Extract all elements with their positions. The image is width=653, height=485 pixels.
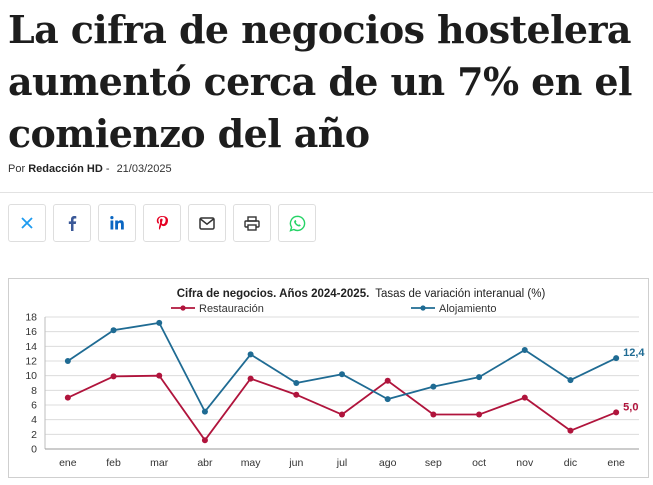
data-point <box>64 358 71 364</box>
y-tick-label: 18 <box>25 312 37 324</box>
chart-title: Cifra de negocios. Años 2024-2025. Tasas … <box>177 288 546 300</box>
printer-icon <box>244 215 260 231</box>
x-tick-label: oct <box>472 457 486 469</box>
share-bar <box>8 204 316 242</box>
y-tick-label: 4 <box>31 414 37 426</box>
x-tick-label: ago <box>379 457 397 469</box>
byline-separator: - <box>105 163 110 175</box>
chart-container: Cifra de negocios. Años 2024-2025. Tasas … <box>8 278 649 478</box>
data-point <box>613 409 620 416</box>
data-point <box>521 347 528 353</box>
envelope-icon <box>199 216 215 230</box>
data-point <box>247 375 254 382</box>
article-headline: La cifra de negocios hostelera aumentó c… <box>8 7 632 156</box>
legend-label-2: Alojamiento <box>439 303 496 315</box>
author-link[interactable]: Redacción HD <box>28 163 103 175</box>
data-point <box>64 394 71 401</box>
pinterest-icon <box>156 216 168 230</box>
data-point <box>384 396 391 403</box>
share-whatsapp-button[interactable] <box>278 204 316 242</box>
share-linkedin-button[interactable] <box>98 204 136 242</box>
header-divider <box>0 192 653 193</box>
data-label-1: 5,0 <box>623 401 638 413</box>
x-tick-label: mar <box>150 457 169 469</box>
x-tick-label: jul <box>336 457 348 469</box>
x-tick-label: ene <box>607 457 625 469</box>
data-point <box>247 351 254 358</box>
linkedin-icon <box>110 216 124 230</box>
share-x-button[interactable] <box>8 204 46 242</box>
share-facebook-button[interactable] <box>53 204 91 242</box>
x-tick-label: dic <box>564 457 577 469</box>
data-point <box>567 427 574 434</box>
series-line-1 <box>67 374 617 442</box>
data-point <box>476 374 483 381</box>
data-point <box>430 411 437 418</box>
y-tick-label: 14 <box>25 341 37 353</box>
series-line-2 <box>67 321 617 413</box>
byline: Por Redacción HD - 21/03/2025 <box>8 163 172 175</box>
data-point <box>110 327 117 334</box>
x-tick-label: may <box>241 457 262 469</box>
x-tick-label: abr <box>197 457 213 469</box>
data-point <box>339 371 345 378</box>
share-email-button[interactable] <box>188 204 226 242</box>
facebook-icon <box>68 216 77 231</box>
y-tick-label: 8 <box>31 385 37 397</box>
data-point <box>110 373 117 380</box>
y-tick-label: 2 <box>31 429 37 441</box>
data-label-2: 12,4 <box>623 347 645 359</box>
x-icon <box>21 217 33 229</box>
x-tick-label: nov <box>516 457 534 469</box>
data-point <box>293 391 300 398</box>
chart-title-bold: Cifra de negocios. Años 2024-2025. <box>177 288 370 300</box>
data-point <box>384 377 391 384</box>
y-tick-label: 6 <box>31 400 37 412</box>
data-point <box>476 411 483 418</box>
legend-label-1: Restauración <box>199 303 264 315</box>
x-tick-label: ene <box>59 457 77 469</box>
data-point <box>201 437 208 444</box>
legend-marker-2 <box>420 305 426 311</box>
data-point <box>613 355 620 362</box>
share-print-button[interactable] <box>233 204 271 242</box>
share-pinterest-button[interactable] <box>143 204 181 242</box>
byline-prefix: Por <box>8 163 26 175</box>
x-tick-label: sep <box>425 457 442 469</box>
y-tick-label: 16 <box>25 326 37 338</box>
whatsapp-icon <box>288 215 305 232</box>
line-chart: Cifra de negocios. Años 2024-2025. Tasas … <box>25 288 645 469</box>
y-tick-label: 0 <box>31 444 37 456</box>
y-tick-label: 12 <box>25 356 37 368</box>
x-tick-label: feb <box>106 457 121 469</box>
y-tick-label: 10 <box>25 370 37 382</box>
publish-date: 21/03/2025 <box>116 163 172 175</box>
chart-title-rest: Tasas de variación interanual (%) <box>375 288 545 300</box>
data-point <box>156 319 163 326</box>
data-point <box>521 394 528 401</box>
data-point <box>567 377 574 384</box>
x-tick-label: jun <box>288 457 303 469</box>
data-point <box>430 383 437 390</box>
legend-marker-1 <box>180 305 186 311</box>
data-point <box>293 380 300 386</box>
data-point <box>156 372 163 379</box>
data-point <box>201 408 208 415</box>
data-point <box>339 411 345 418</box>
